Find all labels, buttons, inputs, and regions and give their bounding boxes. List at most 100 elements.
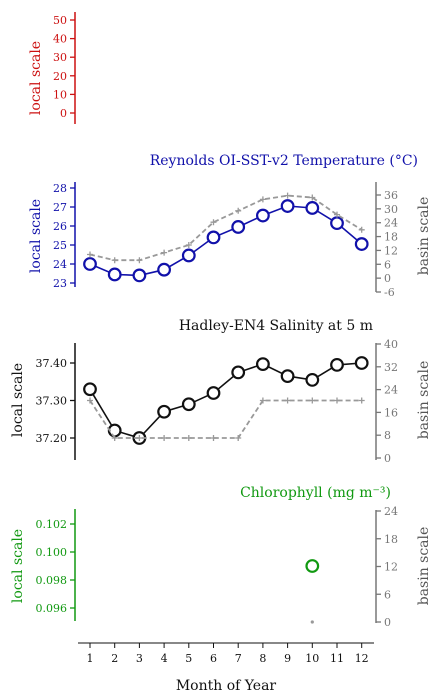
basin-point xyxy=(136,435,143,441)
local-point xyxy=(305,372,320,387)
panel-4-marks xyxy=(305,559,320,624)
panel-4-left-label: local scale xyxy=(10,529,26,603)
x-tick-label: 9 xyxy=(284,652,291,665)
x-axis: 1 2 3 4 5 6 7 8 9 10 11 12 Month of Year xyxy=(78,642,374,694)
x-tick-label: 11 xyxy=(330,652,344,665)
panel-3-left-ticks: 37.40 37.30 37.20 xyxy=(36,357,75,445)
panel-3-right-ticks: 40 32 24 16 8 0 xyxy=(376,338,398,465)
panel-1-left-ticks: 50 40 30 20 10 0 xyxy=(53,14,75,120)
left-tick-label: 37.20 xyxy=(36,432,68,445)
basin-point xyxy=(309,194,316,201)
right-tick-label: -6 xyxy=(384,286,395,299)
basin-point xyxy=(161,249,168,256)
right-tick-label: 12 xyxy=(384,561,398,574)
left-tick-label: 28 xyxy=(53,182,67,195)
right-tick-label: 18 xyxy=(384,231,398,244)
left-tick-label: 0.102 xyxy=(36,518,68,531)
local-series-line xyxy=(89,362,362,439)
basin-point xyxy=(284,192,291,199)
right-tick-label: 0 xyxy=(384,452,391,465)
local-point xyxy=(107,267,122,282)
basin-point xyxy=(111,257,118,264)
panel-4: Chlorophyll (mg m⁻³) 0.102 0.100 0.098 0.09… xyxy=(10,485,432,629)
basin-point xyxy=(334,211,340,218)
right-tick-label: 24 xyxy=(384,384,398,397)
right-tick-label: 0 xyxy=(384,616,391,629)
basin-point xyxy=(210,219,217,226)
x-ticks: 1 2 3 4 5 6 7 8 9 10 11 12 xyxy=(87,643,369,665)
panel-3-marks xyxy=(83,356,369,445)
local-point xyxy=(181,397,196,412)
left-tick-label: 24 xyxy=(53,258,67,271)
local-point xyxy=(280,369,295,384)
panel-2: Reynolds OI-SST-v2 Temperature (°C) 28 27… xyxy=(28,153,432,299)
left-tick-label: 40 xyxy=(53,33,67,46)
basin-point xyxy=(161,435,168,441)
local-point xyxy=(206,230,221,245)
local-point xyxy=(83,257,97,271)
local-point xyxy=(305,559,320,573)
right-tick-label: 24 xyxy=(384,217,398,230)
local-point xyxy=(256,357,270,372)
x-tick-label: 1 xyxy=(87,652,94,665)
right-tick-label: 40 xyxy=(384,338,398,351)
panel-4-right-ticks: 24 18 12 6 0 xyxy=(376,505,398,629)
local-point xyxy=(157,262,172,277)
left-tick-label: 50 xyxy=(53,14,67,27)
basin-point xyxy=(136,257,143,264)
panel-4-title: Chlorophyll (mg m⁻³) xyxy=(240,485,391,501)
left-tick-label: 20 xyxy=(53,70,67,83)
x-tick-label: 4 xyxy=(161,652,168,665)
left-tick-label: 30 xyxy=(53,51,67,64)
right-tick-label: 16 xyxy=(384,406,398,419)
basin-point xyxy=(259,196,266,203)
panel-4-right-label: basin scale xyxy=(416,527,432,606)
right-tick-label: 24 xyxy=(384,505,398,518)
panel-4-left-ticks: 0.102 0.100 0.098 0.096 xyxy=(36,518,75,615)
right-tick-label: 36 xyxy=(384,189,398,202)
local-point xyxy=(280,199,295,213)
panel-3-left-label: local scale xyxy=(10,363,26,437)
local-point xyxy=(354,237,369,251)
right-tick-label: 12 xyxy=(384,244,398,257)
left-tick-label: 27 xyxy=(53,201,67,214)
basin-point xyxy=(358,397,365,404)
basin-point xyxy=(210,435,217,441)
local-point xyxy=(354,356,369,370)
local-point xyxy=(330,357,344,372)
x-tick-label: 2 xyxy=(111,652,118,665)
left-tick-label: 10 xyxy=(53,88,67,101)
left-tick-label: 37.30 xyxy=(36,395,68,408)
local-point xyxy=(231,220,246,234)
x-tick-label: 8 xyxy=(259,652,266,665)
panel-1: 50 40 30 20 10 0 local scale xyxy=(28,12,76,124)
local-point xyxy=(157,404,172,419)
x-tick-label: 5 xyxy=(185,652,192,665)
left-tick-label: 25 xyxy=(53,239,67,252)
basin-point xyxy=(284,397,291,404)
local-point xyxy=(305,201,320,215)
x-tick-label: 3 xyxy=(136,652,143,665)
basin-point xyxy=(334,397,340,404)
right-tick-label: 6 xyxy=(384,258,391,271)
right-tick-label: 30 xyxy=(384,203,398,216)
panel-1-left-label: local scale xyxy=(28,41,44,115)
right-tick-label: 18 xyxy=(384,533,398,546)
basin-point xyxy=(235,435,242,441)
basin-point xyxy=(310,620,314,624)
x-tick-label: 10 xyxy=(305,652,319,665)
basin-point xyxy=(358,226,365,233)
basin-point xyxy=(87,397,93,404)
basin-point xyxy=(87,251,93,258)
basin-point xyxy=(111,435,118,441)
left-tick-label: 0 xyxy=(60,107,67,120)
panel-2-left-label: local scale xyxy=(28,199,44,273)
local-point xyxy=(231,365,246,380)
local-point xyxy=(206,386,221,400)
panel-2-right-label: basin scale xyxy=(416,197,432,276)
basin-point xyxy=(185,435,192,441)
basin-point xyxy=(235,207,242,214)
left-tick-label: 0.098 xyxy=(36,574,68,587)
